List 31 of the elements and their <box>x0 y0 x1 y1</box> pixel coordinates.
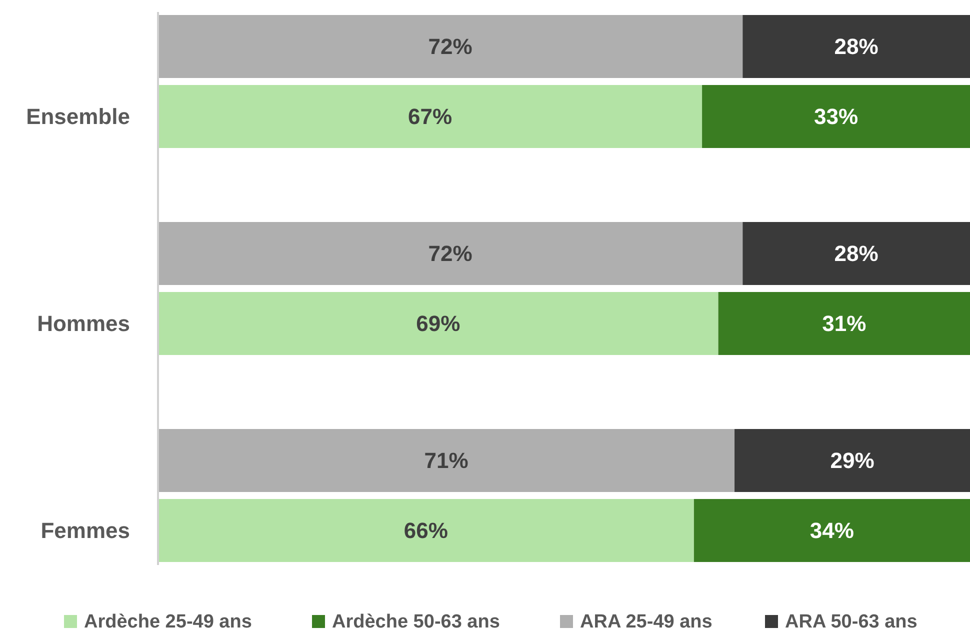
bar <box>702 85 970 148</box>
legend-label: ARA 50-63 ans <box>785 612 918 632</box>
data-label: 71% <box>424 448 468 473</box>
data-label: 28% <box>834 241 878 266</box>
data-label: 28% <box>834 34 878 59</box>
bar <box>158 292 718 355</box>
bar <box>742 222 970 285</box>
data-label: 66% <box>404 518 448 543</box>
bar <box>694 499 970 562</box>
data-label: 34% <box>810 518 854 543</box>
legend-label: Ardèche 50-63 ans <box>332 612 500 632</box>
legend-label: ARA 25-49 ans <box>580 612 712 632</box>
data-label: 72% <box>428 34 472 59</box>
data-label: 33% <box>814 104 858 129</box>
data-label: 67% <box>408 104 452 129</box>
bar <box>158 499 694 562</box>
bar <box>158 15 743 78</box>
bar <box>742 15 970 78</box>
data-label: 72% <box>428 241 472 266</box>
bar <box>158 222 743 285</box>
data-label: 31% <box>822 311 866 336</box>
y-tick-label: Hommes <box>37 311 130 336</box>
y-tick-label: Femmes <box>40 518 130 543</box>
bar <box>158 429 735 492</box>
data-label: 29% <box>830 448 874 473</box>
y-tick-label: Ensemble <box>26 104 130 129</box>
legend-label: Ardèche 25-49 ans <box>84 612 252 632</box>
bar <box>158 85 702 148</box>
bar <box>718 292 970 355</box>
bar <box>734 429 970 492</box>
data-label: 69% <box>416 311 460 336</box>
